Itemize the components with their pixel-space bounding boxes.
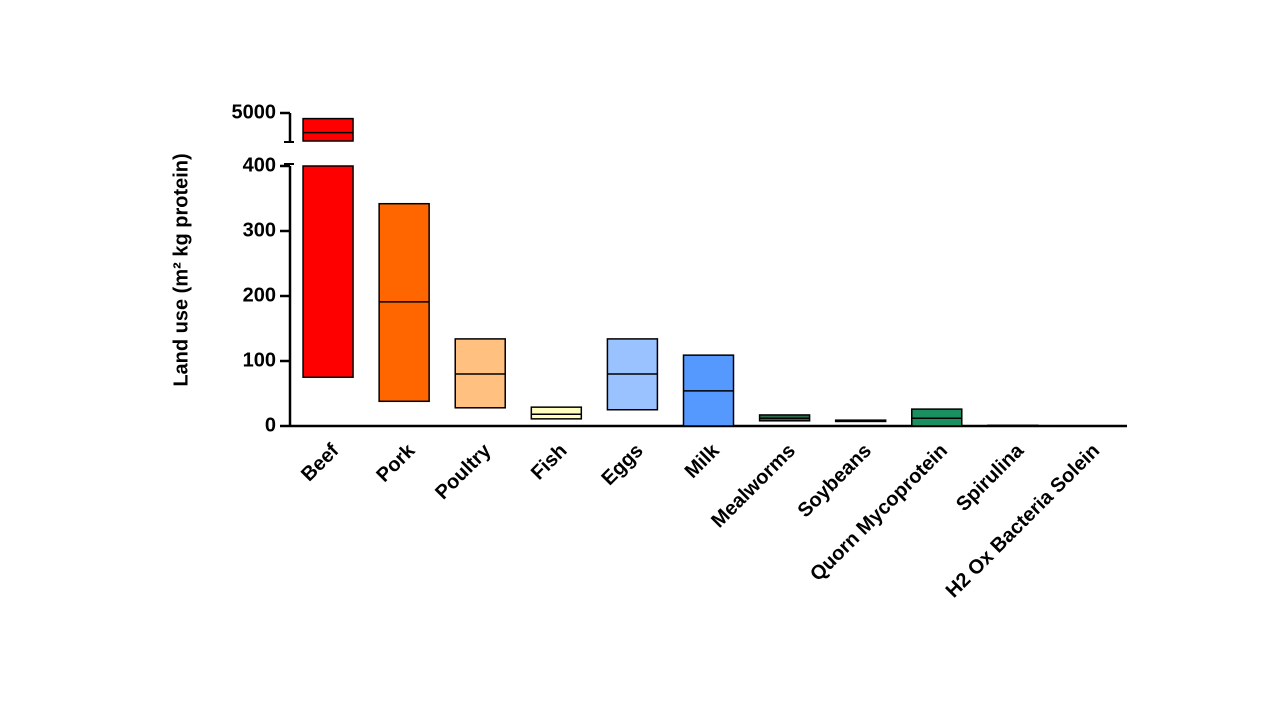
y-tick-label: 5000 (232, 101, 277, 123)
x-tick-label: Milk (681, 439, 725, 483)
x-tick-label: H2 Ox Bacteria Solein (942, 440, 1105, 603)
y-axis-label: Land use (m² kg protein) (170, 153, 192, 386)
x-tick-label: Spirulina (952, 439, 1029, 516)
x-tick-label: Beef (297, 439, 343, 485)
bar (530, 406, 583, 420)
x-tick-label: Pork (372, 439, 420, 487)
y-tick-label: 400 (243, 154, 276, 176)
bar-upper (302, 117, 354, 142)
x-tick-label: Quorn Mycoprotein (806, 440, 952, 586)
y-tick-label: 200 (243, 284, 276, 306)
y-tick-label: 300 (243, 219, 276, 241)
bar (302, 165, 354, 378)
y-tick-label: 100 (243, 349, 276, 371)
x-tick-label: Eggs (598, 440, 648, 490)
x-tick-label: Poultry (431, 439, 496, 504)
x-tick-label: Fish (527, 440, 572, 485)
x-tick-label: Soybeans (794, 440, 876, 522)
y-tick-label: 0 (265, 414, 276, 436)
